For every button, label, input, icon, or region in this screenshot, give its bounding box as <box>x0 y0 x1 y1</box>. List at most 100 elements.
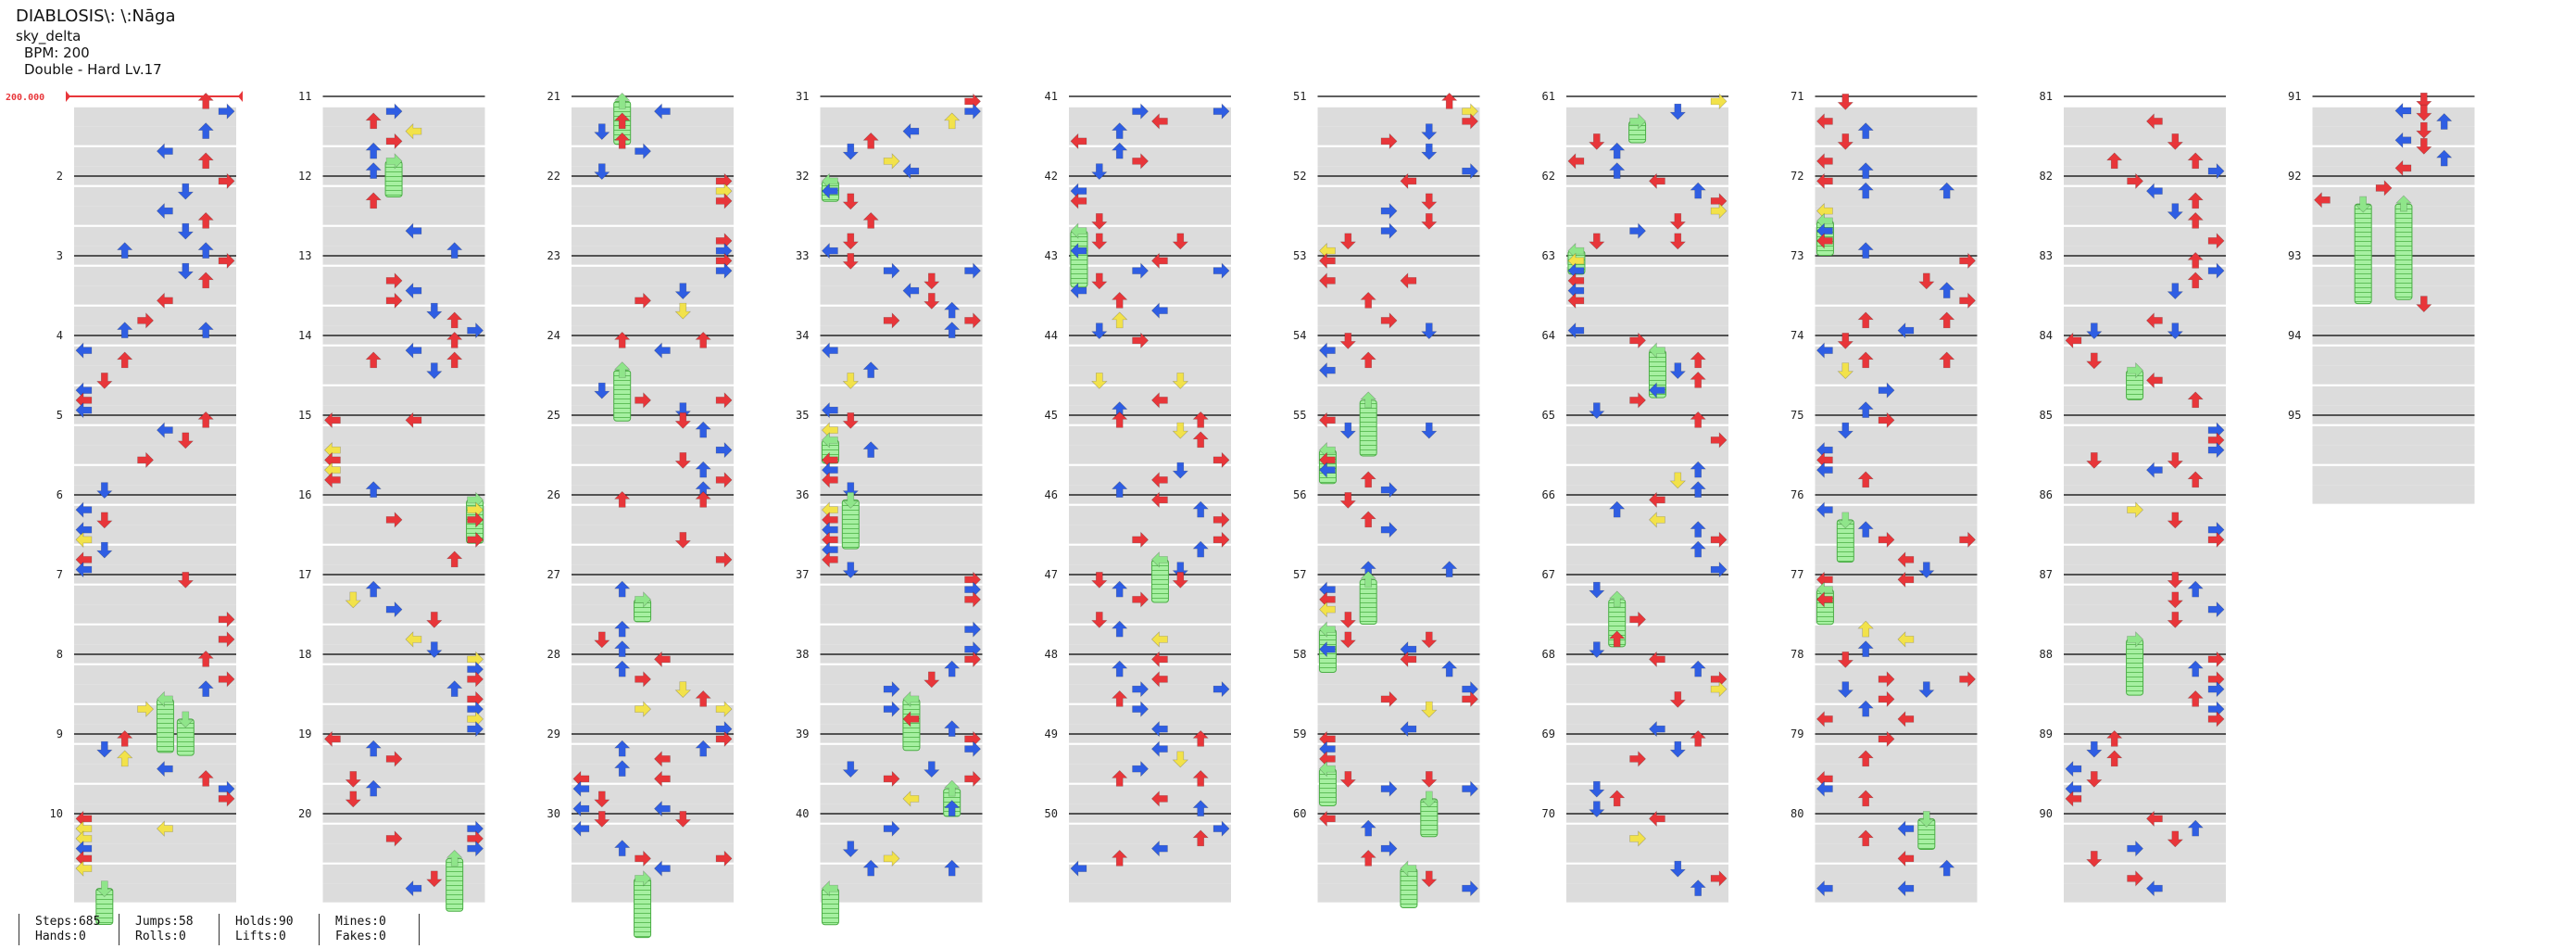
bpm-marker-right <box>238 91 243 102</box>
measure-number: 63 <box>1542 249 1555 262</box>
beat-band <box>572 126 734 146</box>
chart-author: sky_delta <box>16 28 82 44</box>
beat-band <box>2312 226 2475 247</box>
measure-number: 14 <box>298 329 311 342</box>
beat-band <box>820 206 983 225</box>
beat-band <box>322 744 485 765</box>
measure-number: 70 <box>1542 807 1555 820</box>
measure-number: 16 <box>298 488 311 501</box>
measure-number: 77 <box>1791 568 1803 581</box>
beat-band <box>2064 285 2226 305</box>
chart-column: 31 32 33 34 35 36 37 38 39 40 <box>796 90 983 903</box>
beat-band <box>322 764 485 783</box>
beat-band <box>572 465 734 486</box>
beat-band <box>2064 664 2226 685</box>
beat-band <box>322 664 485 685</box>
beat-band <box>1815 625 1978 645</box>
beat-band <box>2312 445 2475 464</box>
beat-band <box>1566 146 1728 167</box>
measure-number: 54 <box>1293 329 1306 342</box>
beat-band <box>1069 107 1231 127</box>
measure-number: 34 <box>796 329 809 342</box>
measure-number: 75 <box>1791 409 1803 422</box>
beat-band <box>1069 386 1231 406</box>
beat-band <box>1317 346 1480 366</box>
beat-band <box>572 425 734 446</box>
measure-number: 93 <box>2288 249 2301 262</box>
beat-band <box>2064 585 2226 605</box>
beat-band <box>572 604 734 624</box>
measure-number: 5 <box>57 409 63 422</box>
beat-band <box>322 365 485 385</box>
beat-band <box>1566 365 1728 385</box>
beat-band <box>1069 525 1231 544</box>
beat-band <box>1815 864 1978 884</box>
measure-number: 92 <box>2288 170 2301 183</box>
beat-band <box>1069 306 1231 326</box>
measure-number: 22 <box>547 170 560 183</box>
beat-band <box>322 425 485 446</box>
beat-band <box>1069 505 1231 525</box>
chart-column: 11 12 13 14 15 16 17 18 19 20 <box>298 90 485 903</box>
beat-band <box>74 465 236 486</box>
beat-band <box>1566 545 1728 565</box>
beat-band <box>820 684 983 703</box>
beat-band <box>1566 625 1728 645</box>
beat-band <box>322 585 485 605</box>
beat-band <box>74 883 236 903</box>
beat-band <box>1566 206 1728 225</box>
beat-band <box>322 306 485 326</box>
beat-band <box>1317 664 1480 685</box>
beat-band <box>1069 585 1231 605</box>
beat-band <box>1815 346 1978 366</box>
beat-band <box>1069 285 1231 305</box>
beat-band <box>74 445 236 464</box>
beat-band <box>2064 266 2226 286</box>
beat-band <box>74 764 236 783</box>
hold-note <box>1816 588 1834 626</box>
beat-band <box>1069 843 1231 863</box>
bpm-label: BPM: 200 <box>24 44 90 61</box>
beat-band <box>1069 226 1231 247</box>
measure-number: 3 <box>57 249 63 262</box>
beat-band <box>1317 704 1480 725</box>
beat-band <box>1069 186 1231 207</box>
beat-band <box>322 346 485 366</box>
beat-band <box>2312 386 2475 406</box>
stats-divider <box>419 914 420 945</box>
beat-band <box>2064 465 2226 486</box>
beat-band <box>1317 843 1480 863</box>
beat-band <box>820 266 983 286</box>
beat-band <box>2064 346 2226 366</box>
beat-band <box>74 843 236 863</box>
beat-band <box>572 226 734 247</box>
beat-band <box>74 266 236 286</box>
hold-note <box>156 698 174 753</box>
beat-band <box>572 285 734 305</box>
measure-number: 57 <box>1293 568 1306 581</box>
beat-band <box>2312 285 2475 305</box>
measure-number: 27 <box>547 568 560 581</box>
beat-band <box>1317 744 1480 765</box>
measure-number: 20 <box>298 807 311 820</box>
beat-band <box>1815 445 1978 464</box>
beat-band <box>1815 883 1978 903</box>
beat-band <box>1566 505 1728 525</box>
beat-band <box>2064 386 2226 406</box>
measure-number: 87 <box>2040 568 2053 581</box>
beat-band <box>74 684 236 703</box>
beat-band <box>1815 585 1978 605</box>
measure-number: 74 <box>1791 329 1803 342</box>
beat-band <box>322 206 485 225</box>
beat-band <box>1815 425 1978 446</box>
beat-band <box>1317 146 1480 167</box>
beat-band <box>2312 365 2475 385</box>
beat-band <box>1069 266 1231 286</box>
measure-number: 61 <box>1542 90 1555 103</box>
beat-band <box>572 365 734 385</box>
beat-band <box>1566 864 1728 884</box>
beat-band <box>820 744 983 765</box>
beat-band <box>820 864 983 884</box>
bpm-change-label: 200.000 <box>6 93 44 103</box>
lifts-count: Lifts:0 <box>235 930 286 943</box>
